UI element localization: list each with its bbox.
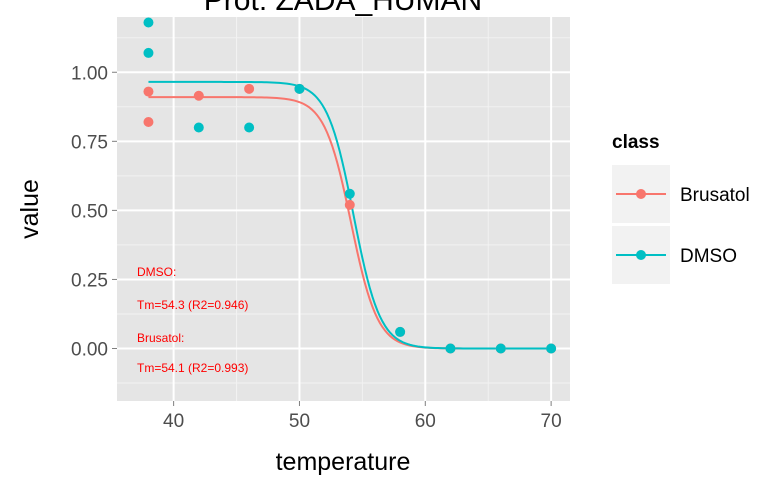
legend: class Brusatol DMSO [612, 132, 750, 284]
x-axis-title: temperature [276, 448, 411, 476]
legend-item-dmso: DMSO [612, 226, 737, 284]
x-tick-label: 70 [541, 411, 562, 432]
chart-title: Prot: ZADA_HUMAN [204, 0, 482, 17]
point-brusatol [143, 86, 154, 97]
plot-panel [117, 17, 570, 401]
y-axis-ticks: 0.00 0.25 0.50 0.75 1.00 [71, 63, 117, 361]
legend-item-brusatol: Brusatol [612, 165, 750, 223]
annotation-dmso-label: DMSO: [137, 265, 176, 279]
legend-title: class [612, 132, 660, 153]
point-dmso [344, 188, 355, 199]
point-dmso [395, 326, 406, 337]
point-dmso [143, 47, 154, 58]
grid-minor [117, 17, 570, 401]
legend-dot-brusatol [636, 189, 646, 199]
point-brusatol [244, 83, 255, 94]
data-points [143, 17, 557, 354]
point-dmso [294, 83, 305, 94]
x-tick-label: 50 [289, 411, 310, 432]
annotation-brusatol-label: Brusatol: [137, 331, 184, 345]
legend-dot-dmso [636, 250, 646, 260]
point-dmso [143, 17, 154, 28]
annotation-dmso-tm: Tm=54.3 (R2=0.946) [137, 298, 248, 312]
y-axis-title: value [16, 179, 44, 239]
point-brusatol [143, 116, 154, 127]
point-dmso [445, 343, 456, 354]
tm-annotations: DMSO: Tm=54.3 (R2=0.946) Brusatol: Tm=54… [137, 265, 248, 375]
point-brusatol [193, 90, 204, 101]
y-tick-label: 0.50 [71, 201, 108, 222]
x-tick-label: 60 [415, 411, 436, 432]
legend-label-dmso: DMSO [680, 246, 737, 267]
point-dmso [546, 343, 557, 354]
y-tick-label: 0.25 [71, 270, 108, 291]
point-dmso [244, 122, 255, 133]
point-brusatol [344, 199, 355, 210]
y-tick-label: 1.00 [71, 63, 108, 84]
y-tick-label: 0.75 [71, 132, 108, 153]
legend-label-brusatol: Brusatol [680, 185, 750, 206]
x-tick-label: 40 [163, 411, 184, 432]
y-tick-label: 0.00 [71, 340, 108, 361]
annotation-brusatol-tm: Tm=54.1 (R2=0.993) [137, 361, 248, 375]
point-dmso [495, 343, 506, 354]
point-dmso [193, 122, 204, 133]
x-axis-ticks: 40 50 60 70 [163, 401, 562, 432]
